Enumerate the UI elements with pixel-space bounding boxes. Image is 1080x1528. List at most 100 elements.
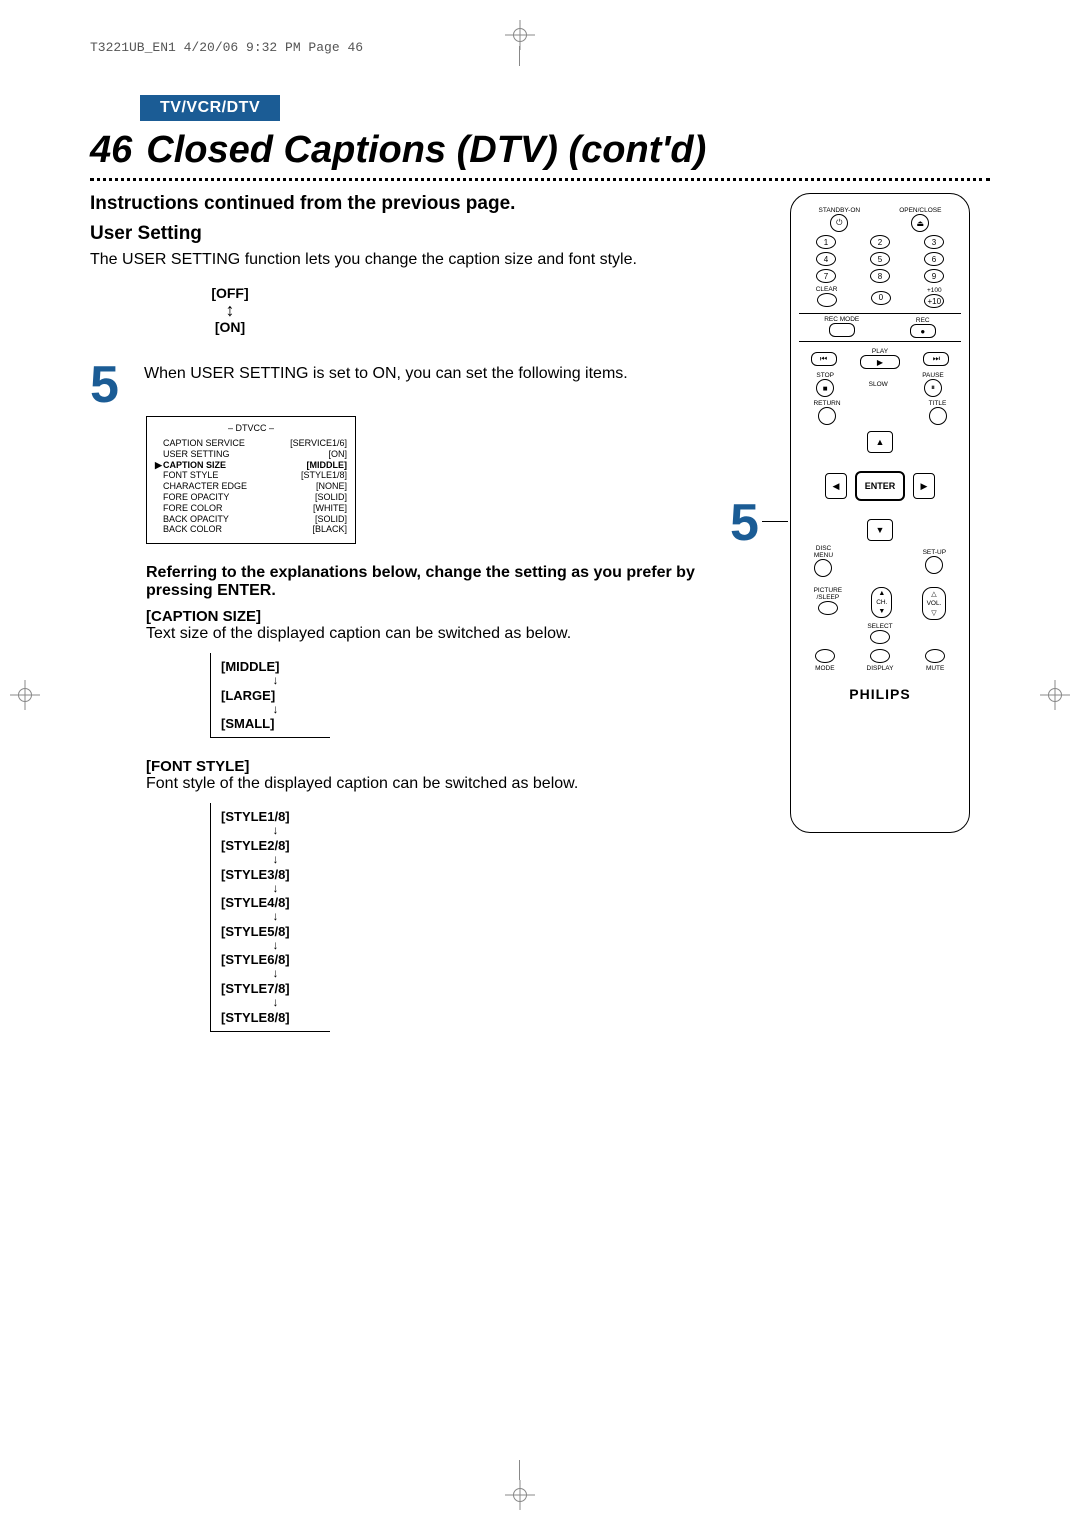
step-5: 5 When USER SETTING is set to ON, you ca… — [90, 365, 760, 407]
setup-button[interactable] — [925, 556, 943, 574]
dpad-left[interactable]: ◀ — [825, 473, 847, 499]
cycle-arrow: ↓ — [221, 676, 330, 686]
mute-label: MUTE — [925, 665, 945, 672]
osd-row: CAPTION SERVICE[SERVICE1/6] — [155, 438, 347, 449]
step-5-text: When USER SETTING is set to ON, you can … — [144, 365, 760, 383]
num-0[interactable]: 0 — [871, 291, 891, 305]
clear-button[interactable] — [817, 293, 837, 307]
title-row: 46 Closed Captions (DTV) (cont'd) — [90, 129, 990, 172]
osd-row: FORE OPACITY[SOLID] — [155, 492, 347, 503]
disc-menu-button[interactable] — [814, 559, 832, 577]
standby-button[interactable]: ⏻ — [830, 214, 848, 232]
display-button[interactable] — [870, 649, 890, 663]
osd-row: BACK COLOR[BLACK] — [155, 524, 347, 535]
play-button[interactable]: ▶ — [860, 355, 900, 369]
plus10-button[interactable]: +10 — [924, 294, 944, 308]
dotted-rule — [90, 178, 990, 181]
toggle-on: [ON] — [200, 319, 260, 335]
title-button[interactable] — [929, 407, 947, 425]
num-7[interactable]: 7 — [816, 269, 836, 283]
pause-label: PAUSE — [922, 372, 944, 379]
osd-row: FONT STYLE[STYLE1/8] — [155, 470, 347, 481]
toggle-off: [OFF] — [200, 285, 260, 301]
caption-size-body: Text size of the displayed caption can b… — [146, 625, 760, 643]
osd-row: FORE COLOR[WHITE] — [155, 503, 347, 514]
caption-size-cycle: [MIDDLE]↓[LARGE]↓[SMALL] — [210, 653, 330, 738]
num-1[interactable]: 1 — [816, 235, 836, 249]
title-label: TITLE — [929, 400, 947, 407]
user-setting-heading: User Setting — [90, 223, 760, 245]
enter-button[interactable]: ENTER — [855, 471, 905, 501]
openclose-label: OPEN/CLOSE — [899, 207, 941, 214]
num-4[interactable]: 4 — [816, 252, 836, 266]
stop-label: STOP — [816, 372, 834, 379]
play-label: PLAY — [860, 348, 900, 355]
cycle-item: [MIDDLE] — [221, 659, 330, 674]
user-setting-body: The USER SETTING function lets you chang… — [90, 249, 760, 271]
num-5[interactable]: 5 — [870, 252, 890, 266]
stop-button[interactable]: ■ — [816, 379, 834, 397]
cycle-arrow: ↓ — [221, 941, 330, 951]
font-style-cycle: [STYLE1/8]↓[STYLE2/8]↓[STYLE3/8]↓[STYLE4… — [210, 803, 330, 1031]
dpad-down[interactable]: ▼ — [867, 519, 893, 541]
num-2[interactable]: 2 — [870, 235, 890, 249]
select-label: SELECT — [867, 623, 892, 630]
cycle-arrow: ↓ — [221, 855, 330, 865]
instructions-continued: Instructions continued from the previous… — [90, 193, 760, 215]
recmode-label: REC MODE — [824, 316, 859, 323]
osd-dtvcc-box: – DTVCC – CAPTION SERVICE[SERVICE1/6]USE… — [146, 416, 356, 544]
remote-step-5-line — [762, 521, 788, 522]
slow-label: SLOW — [869, 381, 888, 388]
cycle-item: [STYLE6/8] — [221, 952, 330, 967]
cycle-arrow: ↓ — [221, 912, 330, 922]
display-label: DISPLAY — [867, 665, 894, 672]
osd-title: – DTVCC – — [155, 423, 347, 434]
cycle-arrow: ↓ — [221, 969, 330, 979]
num-9[interactable]: 9 — [924, 269, 944, 283]
caption-size-head: [CAPTION SIZE] — [146, 608, 760, 625]
picture-label: PICTURE /SLEEP — [814, 587, 843, 601]
refer-paragraph: Referring to the explanations below, cha… — [146, 564, 760, 600]
num-3[interactable]: 3 — [924, 235, 944, 249]
cycle-item: [STYLE1/8] — [221, 809, 330, 824]
crop-mark-left — [10, 680, 40, 710]
osd-row: BACK OPACITY[SOLID] — [155, 514, 347, 525]
ff-button[interactable]: ⏭ — [923, 352, 949, 366]
openclose-button[interactable]: ⏏ — [911, 214, 929, 232]
rew-button[interactable]: ⏮ — [811, 352, 837, 366]
setup-label: SET-UP — [923, 549, 946, 556]
pause-button[interactable]: ⏸ — [924, 379, 942, 397]
vol-rocker[interactable]: △VOL.▽ — [922, 587, 947, 620]
crop-mark-right — [1040, 680, 1070, 710]
dpad-up[interactable]: ▲ — [867, 431, 893, 453]
main-column: Instructions continued from the previous… — [90, 193, 760, 1052]
num-8[interactable]: 8 — [870, 269, 890, 283]
crop-mark-bottom — [505, 1480, 535, 1510]
cycle-item: [STYLE3/8] — [221, 867, 330, 882]
dpad: ▲ ▼ ◀ ▶ ENTER — [825, 431, 935, 541]
return-button[interactable] — [818, 407, 836, 425]
osd-rows: CAPTION SERVICE[SERVICE1/6]USER SETTING[… — [155, 438, 347, 535]
page-content: T3221UB_EN1 4/20/06 9:32 PM Page 46 TV/V… — [90, 40, 990, 1052]
dpad-right[interactable]: ▶ — [913, 473, 935, 499]
imprint-line: T3221UB_EN1 4/20/06 9:32 PM Page 46 — [90, 40, 990, 55]
select-button[interactable] — [870, 630, 890, 644]
remote-step-5-callout: 5 — [730, 493, 759, 553]
mute-button[interactable] — [925, 649, 945, 663]
cycle-arrow: ↓ — [221, 998, 330, 1008]
num-6[interactable]: 6 — [924, 252, 944, 266]
cycle-item: [STYLE8/8] — [221, 1010, 330, 1025]
osd-row: USER SETTING[ON] — [155, 449, 347, 460]
category-tab: TV/VCR/DTV — [140, 95, 280, 121]
plus100-label: +100 — [924, 287, 944, 294]
picture-button[interactable] — [818, 601, 838, 615]
cycle-item: [STYLE5/8] — [221, 924, 330, 939]
brand-logo: PHILIPS — [799, 686, 961, 702]
rec-button[interactable]: ● — [910, 324, 936, 338]
disc-label: DISC MENU — [814, 545, 833, 559]
ch-rocker[interactable]: ▲CH.▼ — [871, 587, 892, 618]
return-label: RETURN — [813, 400, 840, 407]
cycle-item: [STYLE2/8] — [221, 838, 330, 853]
mode-button[interactable] — [815, 649, 835, 663]
recmode-button[interactable] — [829, 323, 855, 337]
